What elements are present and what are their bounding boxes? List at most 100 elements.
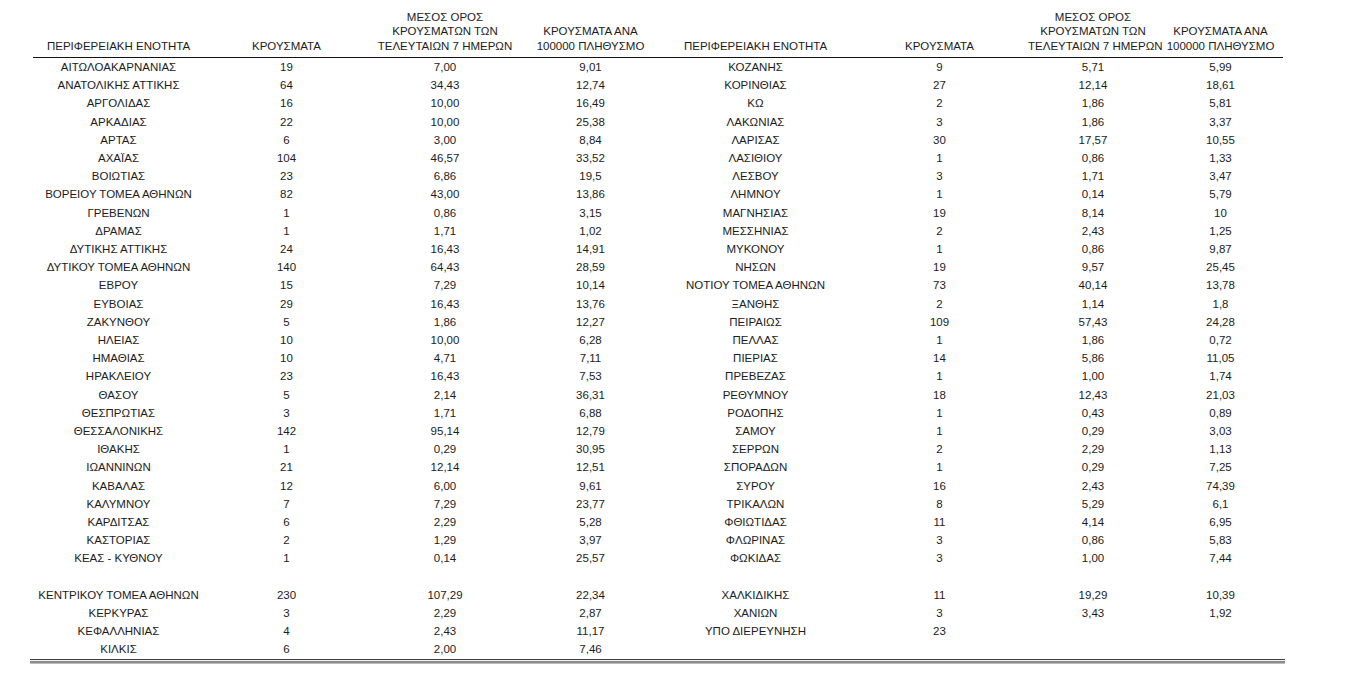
cell-per100k-left: 8,84 <box>521 131 660 149</box>
header-row: ΠΕΡΙΦΕΡΕΙΑΚΗ ΕΝΟΤΗΤΑ ΚΡΟΥΣΜΑΤΑ ΜΕΣΟΣ ΟΡΟ… <box>33 3 1283 58</box>
cell-avg7-right: 1,86 <box>1028 113 1158 131</box>
cell-region-left: ΔΡΑΜΑΣ <box>33 222 204 240</box>
cell-region-right: ΠΙΕΡΙΑΣ <box>660 349 851 367</box>
table-row: ΗΜΑΘΙΑΣ104,717,11ΠΙΕΡΙΑΣ145,8611,05 <box>33 349 1283 367</box>
col-header-label: ΠΕΡΙΦΕΡΕΙΑΚΗ ΕΝΟΤΗΤΑ <box>33 39 204 54</box>
cell-avg7-left: 6,00 <box>369 477 521 495</box>
cell-region-left: ΚΕΡΚΥΡΑΣ <box>33 604 204 622</box>
cell-cases-right: 27 <box>851 76 1028 94</box>
cell-region-left: ΔΥΤΙΚΟΥ ΤΟΜΕΑ ΑΘΗΝΩΝ <box>33 258 204 276</box>
cell-region-right: ΦΘΙΩΤΙΔΑΣ <box>660 513 851 531</box>
cell-cases-right: 1 <box>851 149 1028 167</box>
cell-cases-right: 14 <box>851 349 1028 367</box>
cell-avg7-left: 3,00 <box>369 131 521 149</box>
table-row: ΕΒΡΟΥ157,2910,14ΝΟΤΙΟΥ ΤΟΜΕΑ ΑΘΗΝΩΝ7340,… <box>33 276 1283 294</box>
cell-avg7-left: 1,86 <box>369 313 521 331</box>
table-row: ΚΑΛΥΜΝΟΥ77,2923,77ΤΡΙΚΑΛΩΝ85,296,1 <box>33 495 1283 513</box>
cell-region-left: ΑΡΚΑΔΙΑΣ <box>33 113 204 131</box>
cell-region-right: ΣΑΜΟΥ <box>660 422 851 440</box>
cell-avg7-left: 95,14 <box>369 422 521 440</box>
col-header-avg7-left: ΜΕΣΟΣ ΟΡΟΣ ΚΡΟΥΣΜΑΤΩΝ ΤΩΝ ΤΕΛΕΥΤΑΙΩΝ 7 Η… <box>369 3 521 58</box>
cell-cases-left: 2 <box>204 531 369 549</box>
table-row: ΚΕΡΚΥΡΑΣ32,292,87ΧΑΝΙΩΝ33,431,92 <box>33 604 1283 622</box>
cell-avg7-left: 64,43 <box>369 258 521 276</box>
table-row: ΘΕΣΠΡΩΤΙΑΣ31,716,88ΡΟΔΟΠΗΣ10,430,89 <box>33 404 1283 422</box>
cell-cases-right: 1 <box>851 422 1028 440</box>
cell-cases-left: 15 <box>204 276 369 294</box>
cell-avg7-right: 9,57 <box>1028 258 1158 276</box>
col-header-per100k-left: ΚΡΟΥΣΜΑΤΑ ΑΝΑ 100000 ΠΛΗΘΥΣΜΟ <box>521 3 660 58</box>
cell-per100k-right: 74,39 <box>1158 477 1283 495</box>
cell-cases-right: 1 <box>851 331 1028 349</box>
table-row: ΘΑΣΟΥ52,1436,31ΡΕΘΥΜΝΟΥ1812,4321,03 <box>33 386 1283 404</box>
cell-avg7-right: 0,29 <box>1028 422 1158 440</box>
cell-cases-left: 29 <box>204 295 369 313</box>
cell-cases-left: 5 <box>204 313 369 331</box>
cell-region-left: ΚΕΑΣ - ΚΥΘΝΟΥ <box>33 549 204 567</box>
cell-per100k-right: 1,25 <box>1158 222 1283 240</box>
cell-per100k-left: 3,97 <box>521 531 660 549</box>
cell-avg7-left: 43,00 <box>369 185 521 203</box>
cell-region-right: ΝΟΤΙΟΥ ΤΟΜΕΑ ΑΘΗΝΩΝ <box>660 276 851 294</box>
cell-avg7-left: 2,43 <box>369 622 521 640</box>
table-row: ΚΙΛΚΙΣ62,007,46 <box>33 640 1283 658</box>
col-header-cases-left: ΚΡΟΥΣΜΑΤΑ <box>204 3 369 58</box>
cell-avg7-right: 8,14 <box>1028 204 1158 222</box>
table-row: ΚΑΡΔΙΤΣΑΣ62,295,28ΦΘΙΩΤΙΔΑΣ114,146,95 <box>33 513 1283 531</box>
col-header-label-line: ΚΡΟΥΣΜΑΤΩΝ ΤΩΝ <box>369 24 521 39</box>
col-header-label-line: 100000 ΠΛΗΘΥΣΜΟ <box>1158 39 1283 54</box>
cell-region-left: ΗΜΑΘΙΑΣ <box>33 349 204 367</box>
table-row: ΒΟΙΩΤΙΑΣ236,8619,5ΛΕΣΒΟΥ31,713,47 <box>33 167 1283 185</box>
cell-cases-right: 23 <box>851 622 1028 640</box>
cell-per100k-left: 16,49 <box>521 94 660 112</box>
cell-cases-left: 64 <box>204 76 369 94</box>
cell-cases-right: 109 <box>851 313 1028 331</box>
table-row: ΘΕΣΣΑΛΟΝΙΚΗΣ14295,1412,79ΣΑΜΟΥ10,293,03 <box>33 422 1283 440</box>
cell-cases-left: 1 <box>204 222 369 240</box>
cell-avg7-left: 0,86 <box>369 204 521 222</box>
cell-per100k-right: 0,72 <box>1158 331 1283 349</box>
cell-avg7-right: 1,14 <box>1028 295 1158 313</box>
table-row: ΚΕΝΤΡΙΚΟΥ ΤΟΜΕΑ ΑΘΗΝΩΝ230107,2922,34ΧΑΛΚ… <box>33 586 1283 604</box>
cell-per100k-left: 7,46 <box>521 640 660 658</box>
cell-region-left: ΑΝΑΤΟΛΙΚΗΣ ΑΤΤΙΚΗΣ <box>33 76 204 94</box>
table-row: ΚΑΣΤΟΡΙΑΣ21,293,97ΦΛΩΡΙΝΑΣ30,865,83 <box>33 531 1283 549</box>
cell-cases-right: 3 <box>851 167 1028 185</box>
cell-per100k-left: 12,79 <box>521 422 660 440</box>
cell-per100k-right <box>1158 640 1283 658</box>
cell-cases-left: 6 <box>204 131 369 149</box>
cell-region-left: ΚΕΝΤΡΙΚΟΥ ΤΟΜΕΑ ΑΘΗΝΩΝ <box>33 586 204 604</box>
table-row: ΚΕΑΣ - ΚΥΘΝΟΥ10,1425,57ΦΩΚΙΔΑΣ31,007,44 <box>33 549 1283 567</box>
cell-cases-right: 19 <box>851 204 1028 222</box>
cell-cases-left: 82 <box>204 185 369 203</box>
cell-region-left: ΙΘΑΚΗΣ <box>33 440 204 458</box>
cell-region-right: ΛΑΣΙΘΙΟΥ <box>660 149 851 167</box>
cell-region-left: ΗΡΑΚΛΕΙΟΥ <box>33 367 204 385</box>
cell-per100k-left: 12,74 <box>521 76 660 94</box>
cell-cases-left: 24 <box>204 240 369 258</box>
cell-region-left: ΖΑΚΥΝΘΟΥ <box>33 313 204 331</box>
cell-avg7-left: 12,14 <box>369 458 521 476</box>
report-page: ΠΕΡΙΦΕΡΕΙΑΚΗ ΕΝΟΤΗΤΑ ΚΡΟΥΣΜΑΤΑ ΜΕΣΟΣ ΟΡΟ… <box>0 3 1348 678</box>
cell-region-right: ΧΑΝΙΩΝ <box>660 604 851 622</box>
cell-region-right: ΛΕΣΒΟΥ <box>660 167 851 185</box>
cell-region-right: ΛΑΡΙΣΑΣ <box>660 131 851 149</box>
col-header-label-line: ΚΡΟΥΣΜΑΤΑ ΑΝΑ <box>521 24 660 39</box>
cell-cases-right: 2 <box>851 295 1028 313</box>
table-row: ΗΡΑΚΛΕΙΟΥ2316,437,53ΠΡΕΒΕΖΑΣ11,001,74 <box>33 367 1283 385</box>
col-header-per100k-right: ΚΡΟΥΣΜΑΤΑ ΑΝΑ 100000 ΠΛΗΘΥΣΜΟ <box>1158 3 1283 58</box>
cell-avg7-right: 1,86 <box>1028 94 1158 112</box>
col-header-label-line: ΚΡΟΥΣΜΑΤΩΝ ΤΩΝ <box>1028 24 1158 39</box>
table-row: ΑΡΓΟΛΙΔΑΣ1610,0016,49ΚΩ21,865,81 <box>33 94 1283 112</box>
cell-avg7-right: 12,14 <box>1028 76 1158 94</box>
cell-avg7-left: 10,00 <box>369 113 521 131</box>
cell-cases-right: 2 <box>851 440 1028 458</box>
cell-region-left: ΚΑΒΑΛΑΣ <box>33 477 204 495</box>
cell-avg7-left: 1,29 <box>369 531 521 549</box>
col-header-label: ΚΡΟΥΣΜΑΤΑ <box>851 39 1028 54</box>
cell-per100k-left: 1,02 <box>521 222 660 240</box>
cell-avg7-right: 0,86 <box>1028 149 1158 167</box>
cell-cases-left: 5 <box>204 386 369 404</box>
col-header-label: ΠΕΡΙΦΕΡΕΙΑΚΗ ΕΝΟΤΗΤΑ <box>660 39 851 54</box>
table-row: ΑΝΑΤΟΛΙΚΗΣ ΑΤΤΙΚΗΣ6434,4312,74ΚΟΡΙΝΘΙΑΣ2… <box>33 76 1283 94</box>
